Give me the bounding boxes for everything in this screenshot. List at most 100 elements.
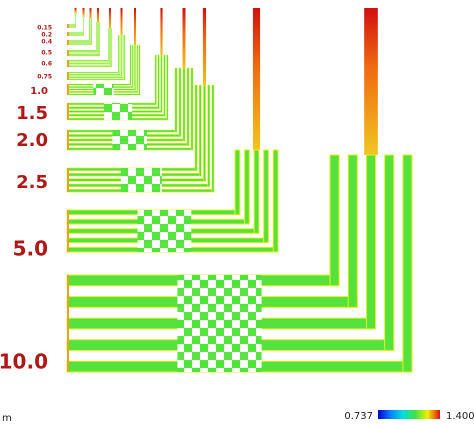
lead-stem bbox=[202, 8, 207, 87]
line-vertical bbox=[384, 154, 395, 351]
lead-stem bbox=[182, 8, 186, 70]
line-vertical bbox=[402, 154, 413, 373]
line-vertical bbox=[132, 44, 134, 88]
edge-end bbox=[67, 50, 69, 56]
structure-label: 2.0 bbox=[16, 130, 48, 151]
line-vertical bbox=[157, 54, 160, 109]
line-vertical bbox=[117, 34, 119, 73]
line-vertical bbox=[134, 44, 136, 91]
edge-end bbox=[67, 103, 69, 120]
line-horizontal bbox=[66, 66, 113, 68]
line-horizontal bbox=[66, 43, 92, 44]
checker-region bbox=[177, 275, 262, 372]
line-vertical bbox=[178, 67, 182, 137]
line-vertical bbox=[129, 44, 132, 86]
line-vertical bbox=[203, 84, 206, 182]
edge-end bbox=[67, 168, 69, 192]
edge-end bbox=[67, 72, 69, 80]
line-vertical bbox=[190, 67, 194, 151]
line-horizontal bbox=[66, 71, 119, 73]
colorbar bbox=[378, 410, 440, 419]
line-horizontal bbox=[66, 41, 91, 42]
structure-label: 0.4 bbox=[41, 39, 52, 46]
lead-stem bbox=[364, 8, 378, 157]
line-horizontal bbox=[66, 59, 109, 61]
line-horizontal bbox=[66, 52, 99, 54]
line-horizontal bbox=[66, 39, 90, 41]
structure-label: 0.15 bbox=[37, 25, 52, 32]
line-vertical bbox=[182, 67, 186, 142]
line-vertical bbox=[263, 149, 269, 244]
lead-stem bbox=[82, 8, 85, 17]
line-vertical bbox=[186, 67, 190, 146]
line-vertical bbox=[174, 67, 178, 133]
line-horizontal bbox=[66, 79, 126, 81]
lead-stem bbox=[74, 8, 77, 14]
lead-stem bbox=[160, 8, 163, 57]
line-vertical bbox=[211, 84, 215, 193]
line-vertical bbox=[194, 84, 198, 171]
checker-region bbox=[137, 210, 192, 252]
checker-region bbox=[103, 103, 133, 120]
checker-region bbox=[93, 84, 114, 95]
lead-stem bbox=[97, 8, 99, 24]
line-vertical bbox=[207, 84, 211, 187]
structures bbox=[66, 8, 413, 373]
edge-end bbox=[67, 24, 69, 28]
line-vertical bbox=[124, 34, 126, 81]
line-horizontal bbox=[66, 53, 100, 55]
structure-label: 0.75 bbox=[37, 74, 52, 81]
lead-stem bbox=[109, 8, 111, 30]
colorbar-min: 0.737 bbox=[344, 411, 373, 422]
lead-stem bbox=[89, 8, 92, 20]
line-vertical bbox=[166, 54, 169, 121]
line-horizontal bbox=[66, 75, 123, 77]
line-vertical bbox=[272, 149, 279, 253]
line-vertical bbox=[119, 34, 121, 75]
line-vertical bbox=[365, 154, 377, 330]
line-horizontal bbox=[66, 61, 110, 63]
structure-label: 2.5 bbox=[16, 172, 48, 193]
line-vertical bbox=[253, 149, 260, 234]
line-horizontal bbox=[66, 55, 101, 57]
line-vertical bbox=[347, 154, 358, 308]
line-vertical bbox=[160, 54, 163, 113]
structure-label: 0.6 bbox=[41, 61, 52, 68]
lead-stem bbox=[120, 8, 123, 37]
line-vertical bbox=[198, 84, 202, 177]
line-horizontal bbox=[66, 64, 112, 66]
line-vertical bbox=[138, 44, 141, 96]
edge-end bbox=[67, 32, 69, 36]
structure-label: 10.0 bbox=[0, 350, 48, 374]
structure-label: 0.2 bbox=[41, 32, 52, 39]
line-horizontal bbox=[66, 51, 98, 53]
checker-region bbox=[112, 130, 147, 150]
unit-label: m bbox=[2, 413, 12, 424]
line-horizontal bbox=[66, 73, 121, 75]
edge-end bbox=[67, 130, 69, 150]
line-vertical bbox=[234, 149, 241, 216]
line-vertical bbox=[163, 54, 166, 117]
lead-stem bbox=[134, 8, 136, 47]
line-horizontal bbox=[66, 63, 111, 64]
checker-region bbox=[120, 168, 162, 192]
line-vertical bbox=[154, 54, 157, 106]
line-horizontal bbox=[66, 42, 91, 43]
line-vertical bbox=[121, 34, 122, 77]
colorbar-max: 1.400 bbox=[446, 411, 474, 422]
line-vertical bbox=[122, 34, 124, 79]
edge-end bbox=[67, 40, 69, 45]
edge-end bbox=[67, 60, 69, 67]
line-horizontal bbox=[66, 49, 97, 51]
edge-end bbox=[67, 210, 69, 252]
line-vertical bbox=[136, 44, 138, 93]
edge-end bbox=[67, 275, 69, 372]
line-horizontal bbox=[66, 77, 124, 79]
lead-stem bbox=[252, 8, 261, 152]
line-vertical bbox=[244, 149, 250, 225]
structure-label: 5.0 bbox=[13, 237, 48, 261]
edge-end bbox=[67, 84, 69, 95]
line-horizontal bbox=[66, 44, 93, 46]
structure-label: 1.5 bbox=[16, 103, 48, 124]
